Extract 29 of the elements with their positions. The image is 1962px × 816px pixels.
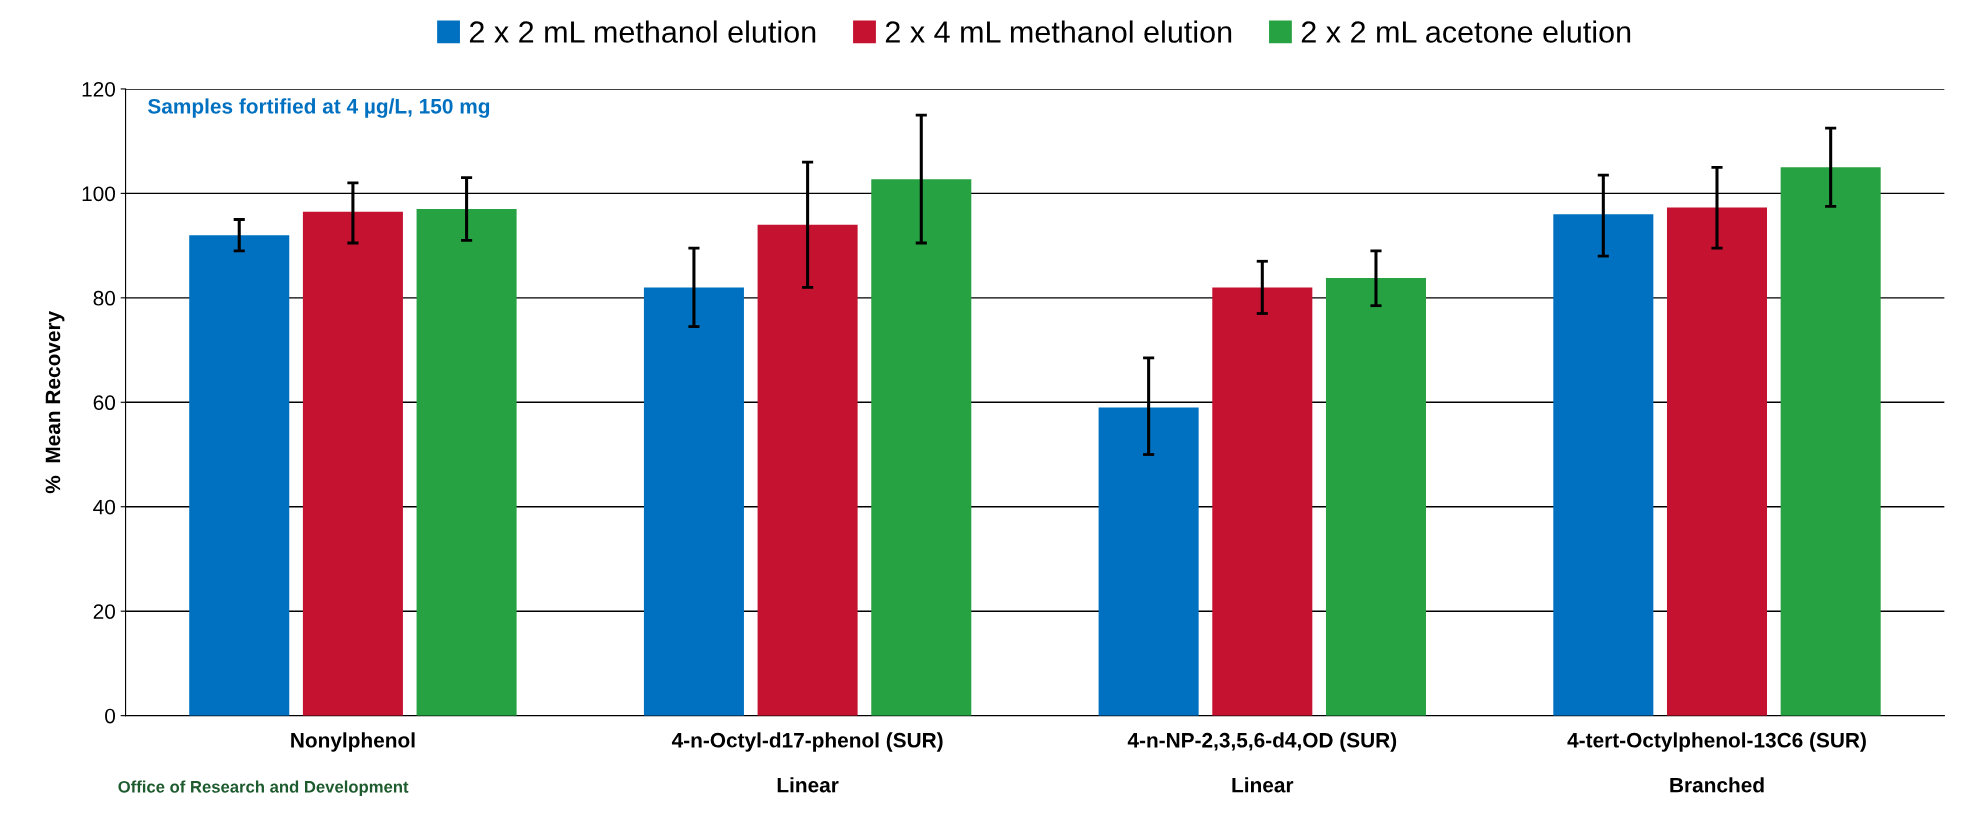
bar bbox=[1325, 277, 1426, 716]
bar bbox=[416, 209, 517, 716]
y-tick-label: 40 bbox=[93, 499, 116, 515]
bar bbox=[189, 235, 290, 716]
bar bbox=[1212, 287, 1313, 716]
annotation: Samples fortified at 4 µg/L, 150 mg bbox=[147, 98, 490, 118]
legend-label: 2 x 2 mL acetone elution bbox=[1301, 20, 1631, 43]
category-label: 4-tert-Octylphenol-13C6 (SUR) Branched bbox=[1567, 732, 1866, 793]
y-axis-title: % Mean Recovery bbox=[45, 310, 65, 494]
y-tick-label: 100 bbox=[82, 186, 116, 202]
bar bbox=[1098, 407, 1199, 716]
y-tick-label: 60 bbox=[93, 395, 116, 411]
legend-label: 2 x 4 mL methanol elution bbox=[885, 20, 1232, 43]
bar bbox=[1666, 207, 1768, 716]
x-tick-label: Nonylphenol bbox=[291, 732, 415, 752]
category-label: 4-n-NP-2,3,5,6-d4,OD (SUR) Linear bbox=[1127, 732, 1397, 793]
y-tick-label: 80 bbox=[93, 290, 116, 306]
category-label: 4-n-Octyl-d17-phenol (SUR) Linear bbox=[671, 732, 943, 793]
text: Office of Research and Development bbox=[118, 780, 409, 796]
bar bbox=[1553, 214, 1654, 716]
bar bbox=[1780, 167, 1881, 716]
bar bbox=[643, 287, 744, 716]
legend-label: 2 x 2 mL methanol elution bbox=[469, 20, 816, 43]
bar bbox=[871, 179, 972, 716]
y-tick-label: 0 bbox=[105, 708, 116, 724]
bar bbox=[757, 224, 858, 716]
y-tick-label: 20 bbox=[93, 604, 116, 619]
y-tick-label: 120 bbox=[82, 81, 116, 97]
bar bbox=[302, 211, 403, 716]
